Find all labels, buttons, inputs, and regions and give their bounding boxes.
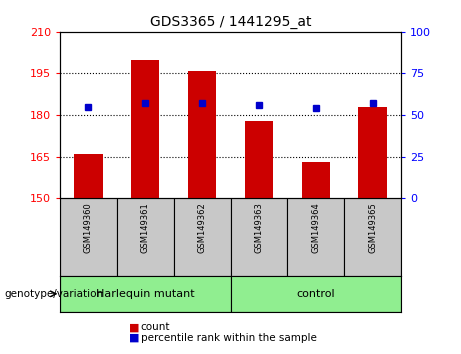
Text: GSM149365: GSM149365	[368, 202, 377, 253]
Bar	[344, 198, 401, 276]
Bar	[131, 59, 160, 198]
Bar	[230, 276, 401, 312]
Title: GDS3365 / 1441295_at: GDS3365 / 1441295_at	[150, 16, 311, 29]
Text: GSM149362: GSM149362	[198, 202, 207, 253]
Text: GSM149364: GSM149364	[311, 202, 320, 253]
Bar	[117, 198, 174, 276]
Bar	[60, 198, 117, 276]
Bar	[188, 71, 216, 198]
Text: genotype/variation: genotype/variation	[5, 289, 104, 299]
Text: GSM149363: GSM149363	[254, 202, 263, 253]
Bar	[301, 162, 330, 198]
Bar	[60, 276, 230, 312]
Text: control: control	[296, 289, 335, 299]
Text: GSM149360: GSM149360	[84, 202, 93, 253]
Bar	[358, 107, 387, 198]
Text: ■: ■	[129, 333, 140, 343]
Bar	[245, 121, 273, 198]
Bar	[230, 198, 287, 276]
Text: ■: ■	[129, 322, 140, 332]
Text: percentile rank within the sample: percentile rank within the sample	[141, 333, 317, 343]
Bar	[74, 154, 102, 198]
Bar	[174, 198, 230, 276]
Text: Harlequin mutant: Harlequin mutant	[96, 289, 195, 299]
Bar	[287, 198, 344, 276]
Text: count: count	[141, 322, 170, 332]
Text: GSM149361: GSM149361	[141, 202, 150, 253]
